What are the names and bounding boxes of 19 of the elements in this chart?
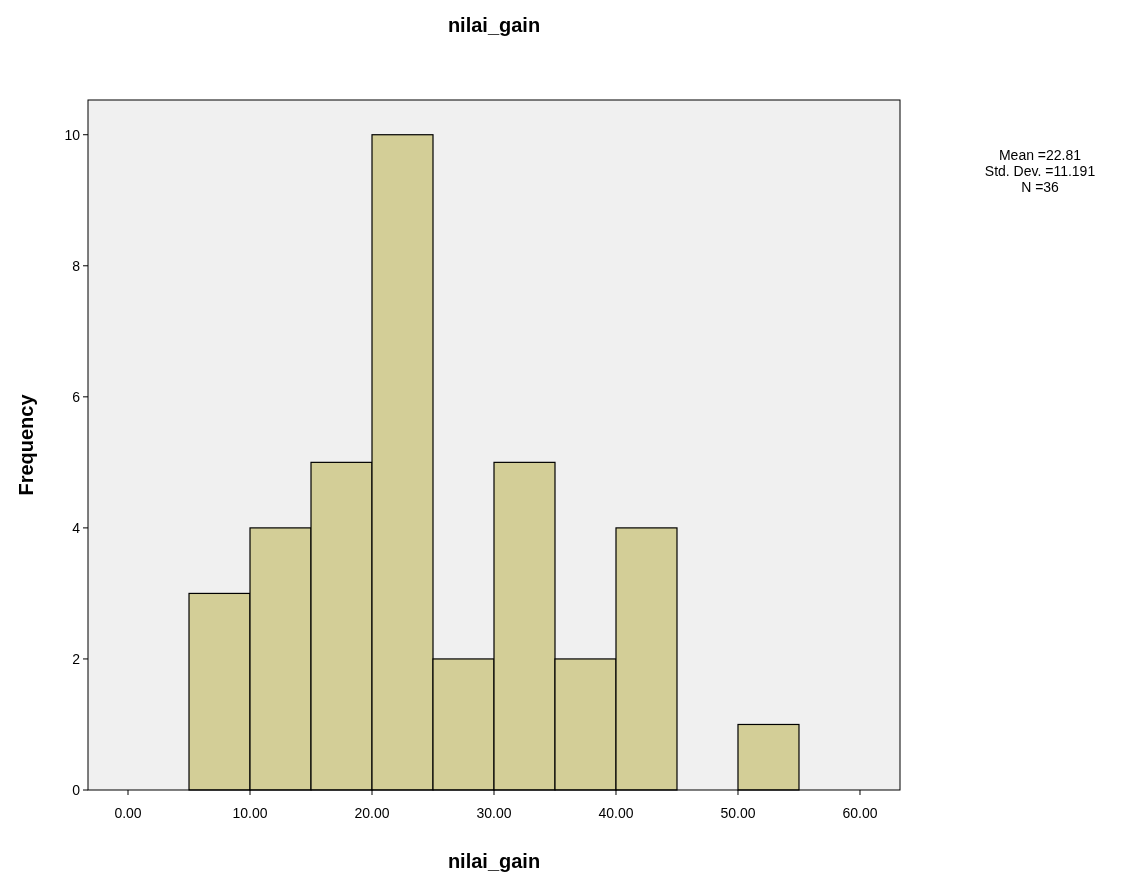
x-tick-label: 10.00 (232, 805, 268, 821)
y-tick-label: 6 (72, 388, 81, 405)
y-tick-label: 10 (64, 126, 81, 143)
x-tick-label: 30.00 (476, 805, 512, 821)
text: Std. Dev. =11.191 (984, 163, 1096, 179)
x-tick-label: 0.00 (114, 805, 142, 821)
y-axis-title: Frequency (15, 393, 37, 496)
y-tick-label: 0 (72, 781, 81, 798)
chart-title: nilai_gain (447, 14, 541, 36)
text: N =36 (1021, 179, 1060, 195)
x-axis-title: nilai_gain (447, 850, 541, 872)
x-tick-label: 20.00 (354, 805, 390, 821)
x-tick-label: 40.00 (598, 805, 634, 821)
y-tick-label: 4 (72, 519, 81, 536)
y-tick-label: 8 (72, 257, 81, 274)
x-tick-label: 50.00 (720, 805, 756, 821)
text: Mean =22.81 (998, 147, 1082, 163)
y-tick-label: 2 (72, 650, 81, 667)
x-tick-label: 60.00 (842, 805, 878, 821)
